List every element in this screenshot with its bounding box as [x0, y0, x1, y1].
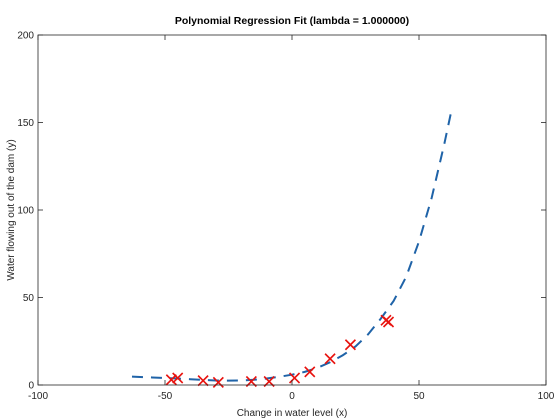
data-point-x-marker [212, 376, 224, 388]
data-point-x-marker [382, 316, 395, 328]
data-point-x-marker [172, 372, 184, 384]
data-point-x-marker [324, 353, 336, 365]
data-points-layer [165, 314, 395, 388]
x-tick-label: 100 [538, 391, 555, 402]
data-point-x-marker [197, 375, 209, 387]
data-point-x-marker [304, 366, 316, 378]
y-tick-label: 150 [17, 118, 34, 129]
y-tick-label: 100 [17, 206, 34, 217]
x-tick-label: -100 [28, 391, 48, 402]
x-tick-label: 50 [413, 391, 425, 402]
data-point-x-marker [288, 372, 301, 384]
y-tick-label: 0 [28, 381, 34, 392]
y-tick-label: 50 [23, 293, 35, 304]
ticks-layer: -100 -50 0 50 100 0 50 100 150 200 [17, 31, 554, 403]
x-axis-label: Change in water level (x) [237, 408, 348, 419]
y-axis-label: Water flowing out of the dam (y) [6, 139, 17, 280]
chart-title: Polynomial Regression Fit (lambda = 1.00… [175, 15, 409, 27]
x-tick-label: 0 [289, 391, 295, 402]
data-point-x-marker [344, 339, 356, 351]
y-tick-label: 200 [17, 31, 34, 42]
fit-line-layer [131, 113, 452, 382]
x-tick-label: -50 [158, 391, 173, 402]
fit-line [131, 113, 452, 382]
data-point-x-marker [165, 374, 177, 386]
plot-area [38, 35, 546, 385]
